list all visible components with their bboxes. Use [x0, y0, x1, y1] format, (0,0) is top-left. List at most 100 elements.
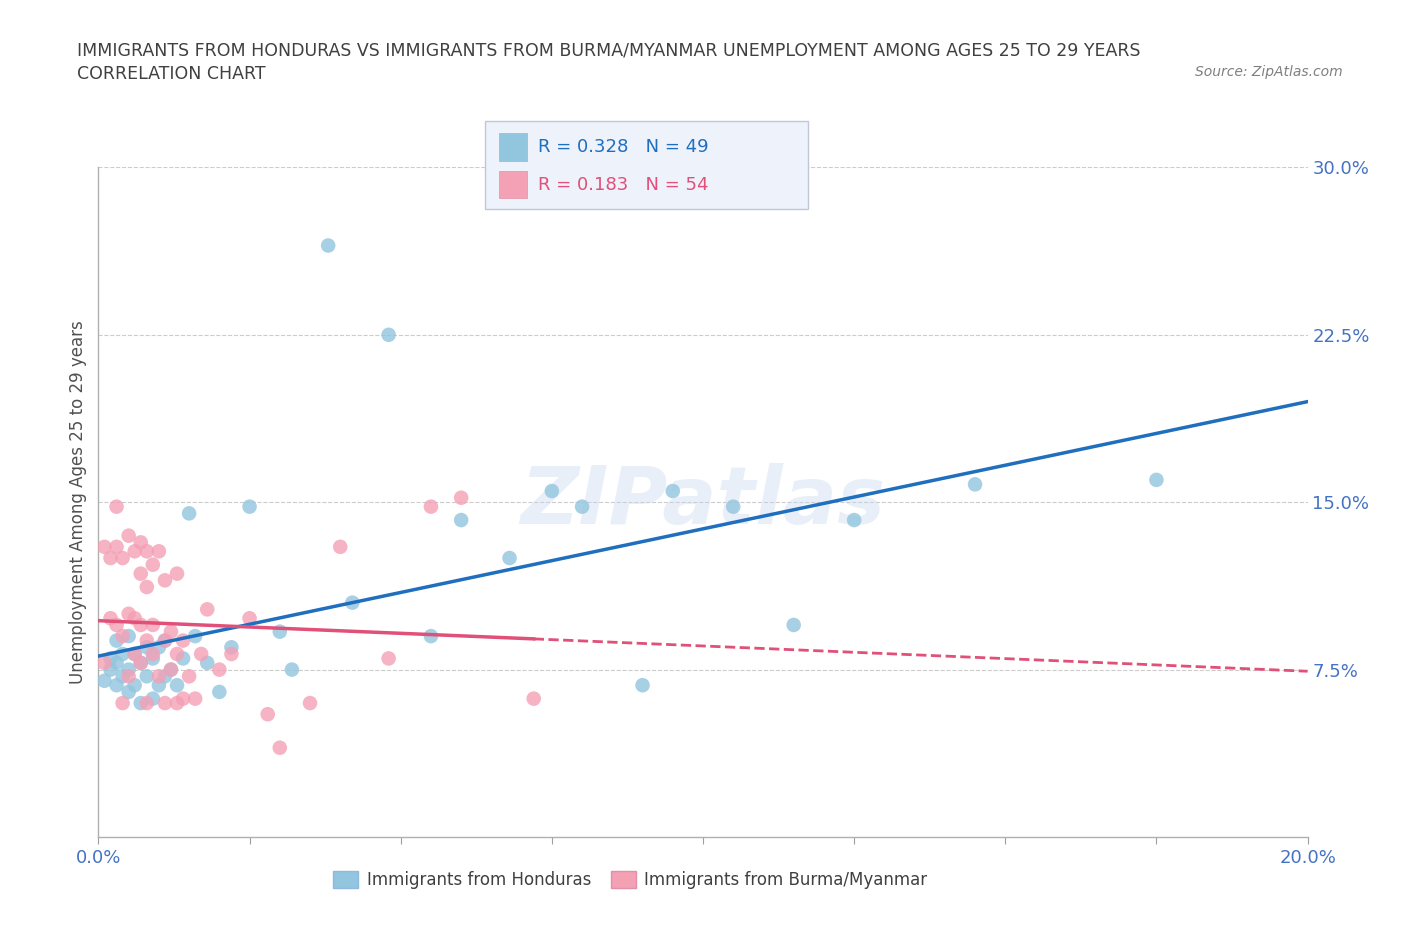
- Point: [269, 624, 291, 639]
- Point: [177, 669, 201, 684]
- Point: [195, 656, 218, 671]
- Point: [450, 512, 472, 527]
- Point: [523, 691, 546, 706]
- Point: [377, 327, 399, 342]
- Point: [153, 669, 176, 684]
- Text: Source: ZipAtlas.com: Source: ZipAtlas.com: [1195, 65, 1343, 79]
- Point: [166, 566, 188, 581]
- Point: [124, 544, 146, 559]
- Text: R = 0.183   N = 54: R = 0.183 N = 54: [538, 176, 709, 193]
- Point: [111, 669, 134, 684]
- Point: [166, 696, 188, 711]
- Point: [135, 544, 157, 559]
- Point: [100, 651, 122, 666]
- Point: [118, 629, 141, 644]
- Text: CORRELATION CHART: CORRELATION CHART: [77, 65, 266, 83]
- Point: [124, 646, 146, 661]
- Point: [129, 696, 152, 711]
- Point: [184, 629, 207, 644]
- Point: [129, 618, 152, 632]
- Point: [661, 484, 683, 498]
- Y-axis label: Unemployment Among Ages 25 to 29 years: Unemployment Among Ages 25 to 29 years: [69, 320, 87, 684]
- Point: [148, 678, 170, 693]
- Point: [631, 678, 654, 693]
- Legend: Immigrants from Honduras, Immigrants from Burma/Myanmar: Immigrants from Honduras, Immigrants fro…: [326, 864, 934, 896]
- Point: [111, 646, 134, 661]
- Point: [571, 499, 593, 514]
- Point: [105, 633, 128, 648]
- Point: [142, 651, 165, 666]
- Text: ZIPatlas: ZIPatlas: [520, 463, 886, 541]
- Point: [316, 238, 339, 253]
- Point: [100, 551, 122, 565]
- Point: [299, 696, 322, 711]
- Point: [166, 678, 188, 693]
- Point: [111, 629, 134, 644]
- Point: [129, 656, 152, 671]
- Point: [124, 646, 146, 661]
- Point: [419, 499, 441, 514]
- Point: [129, 656, 152, 671]
- Point: [377, 651, 399, 666]
- Point: [118, 606, 141, 621]
- Point: [93, 656, 115, 671]
- Point: [498, 551, 520, 565]
- Point: [105, 618, 128, 632]
- Point: [329, 539, 352, 554]
- Point: [105, 499, 128, 514]
- Point: [148, 640, 170, 655]
- Point: [844, 512, 866, 527]
- Point: [177, 506, 201, 521]
- Point: [118, 684, 141, 699]
- Point: [105, 678, 128, 693]
- Point: [172, 691, 194, 706]
- Point: [239, 611, 262, 626]
- Point: [342, 595, 364, 610]
- Point: [281, 662, 304, 677]
- Point: [142, 557, 165, 572]
- Point: [105, 656, 128, 671]
- Point: [221, 640, 243, 655]
- Point: [965, 477, 987, 492]
- Point: [153, 633, 176, 648]
- Point: [450, 490, 472, 505]
- Point: [239, 499, 262, 514]
- Point: [135, 640, 157, 655]
- Point: [135, 696, 157, 711]
- Point: [100, 662, 122, 677]
- Point: [129, 535, 152, 550]
- Point: [208, 684, 231, 699]
- Point: [135, 669, 157, 684]
- Point: [124, 678, 146, 693]
- Point: [208, 662, 231, 677]
- Point: [166, 646, 188, 661]
- Point: [153, 573, 176, 588]
- Point: [118, 662, 141, 677]
- Point: [172, 651, 194, 666]
- Point: [129, 566, 152, 581]
- Point: [195, 602, 218, 617]
- Point: [93, 539, 115, 554]
- Point: [148, 669, 170, 684]
- Point: [111, 551, 134, 565]
- Point: [93, 673, 115, 688]
- Point: [1144, 472, 1167, 487]
- Point: [148, 544, 170, 559]
- Point: [256, 707, 278, 722]
- Point: [190, 646, 212, 661]
- Text: R = 0.328   N = 49: R = 0.328 N = 49: [538, 139, 709, 156]
- Point: [172, 633, 194, 648]
- Point: [160, 624, 183, 639]
- Point: [118, 669, 141, 684]
- Point: [142, 618, 165, 632]
- Point: [153, 696, 176, 711]
- Point: [153, 633, 176, 648]
- Point: [160, 662, 183, 677]
- Point: [124, 611, 146, 626]
- Point: [100, 611, 122, 626]
- Point: [118, 528, 141, 543]
- Point: [105, 539, 128, 554]
- Point: [221, 646, 243, 661]
- Point: [721, 499, 744, 514]
- Point: [135, 579, 157, 594]
